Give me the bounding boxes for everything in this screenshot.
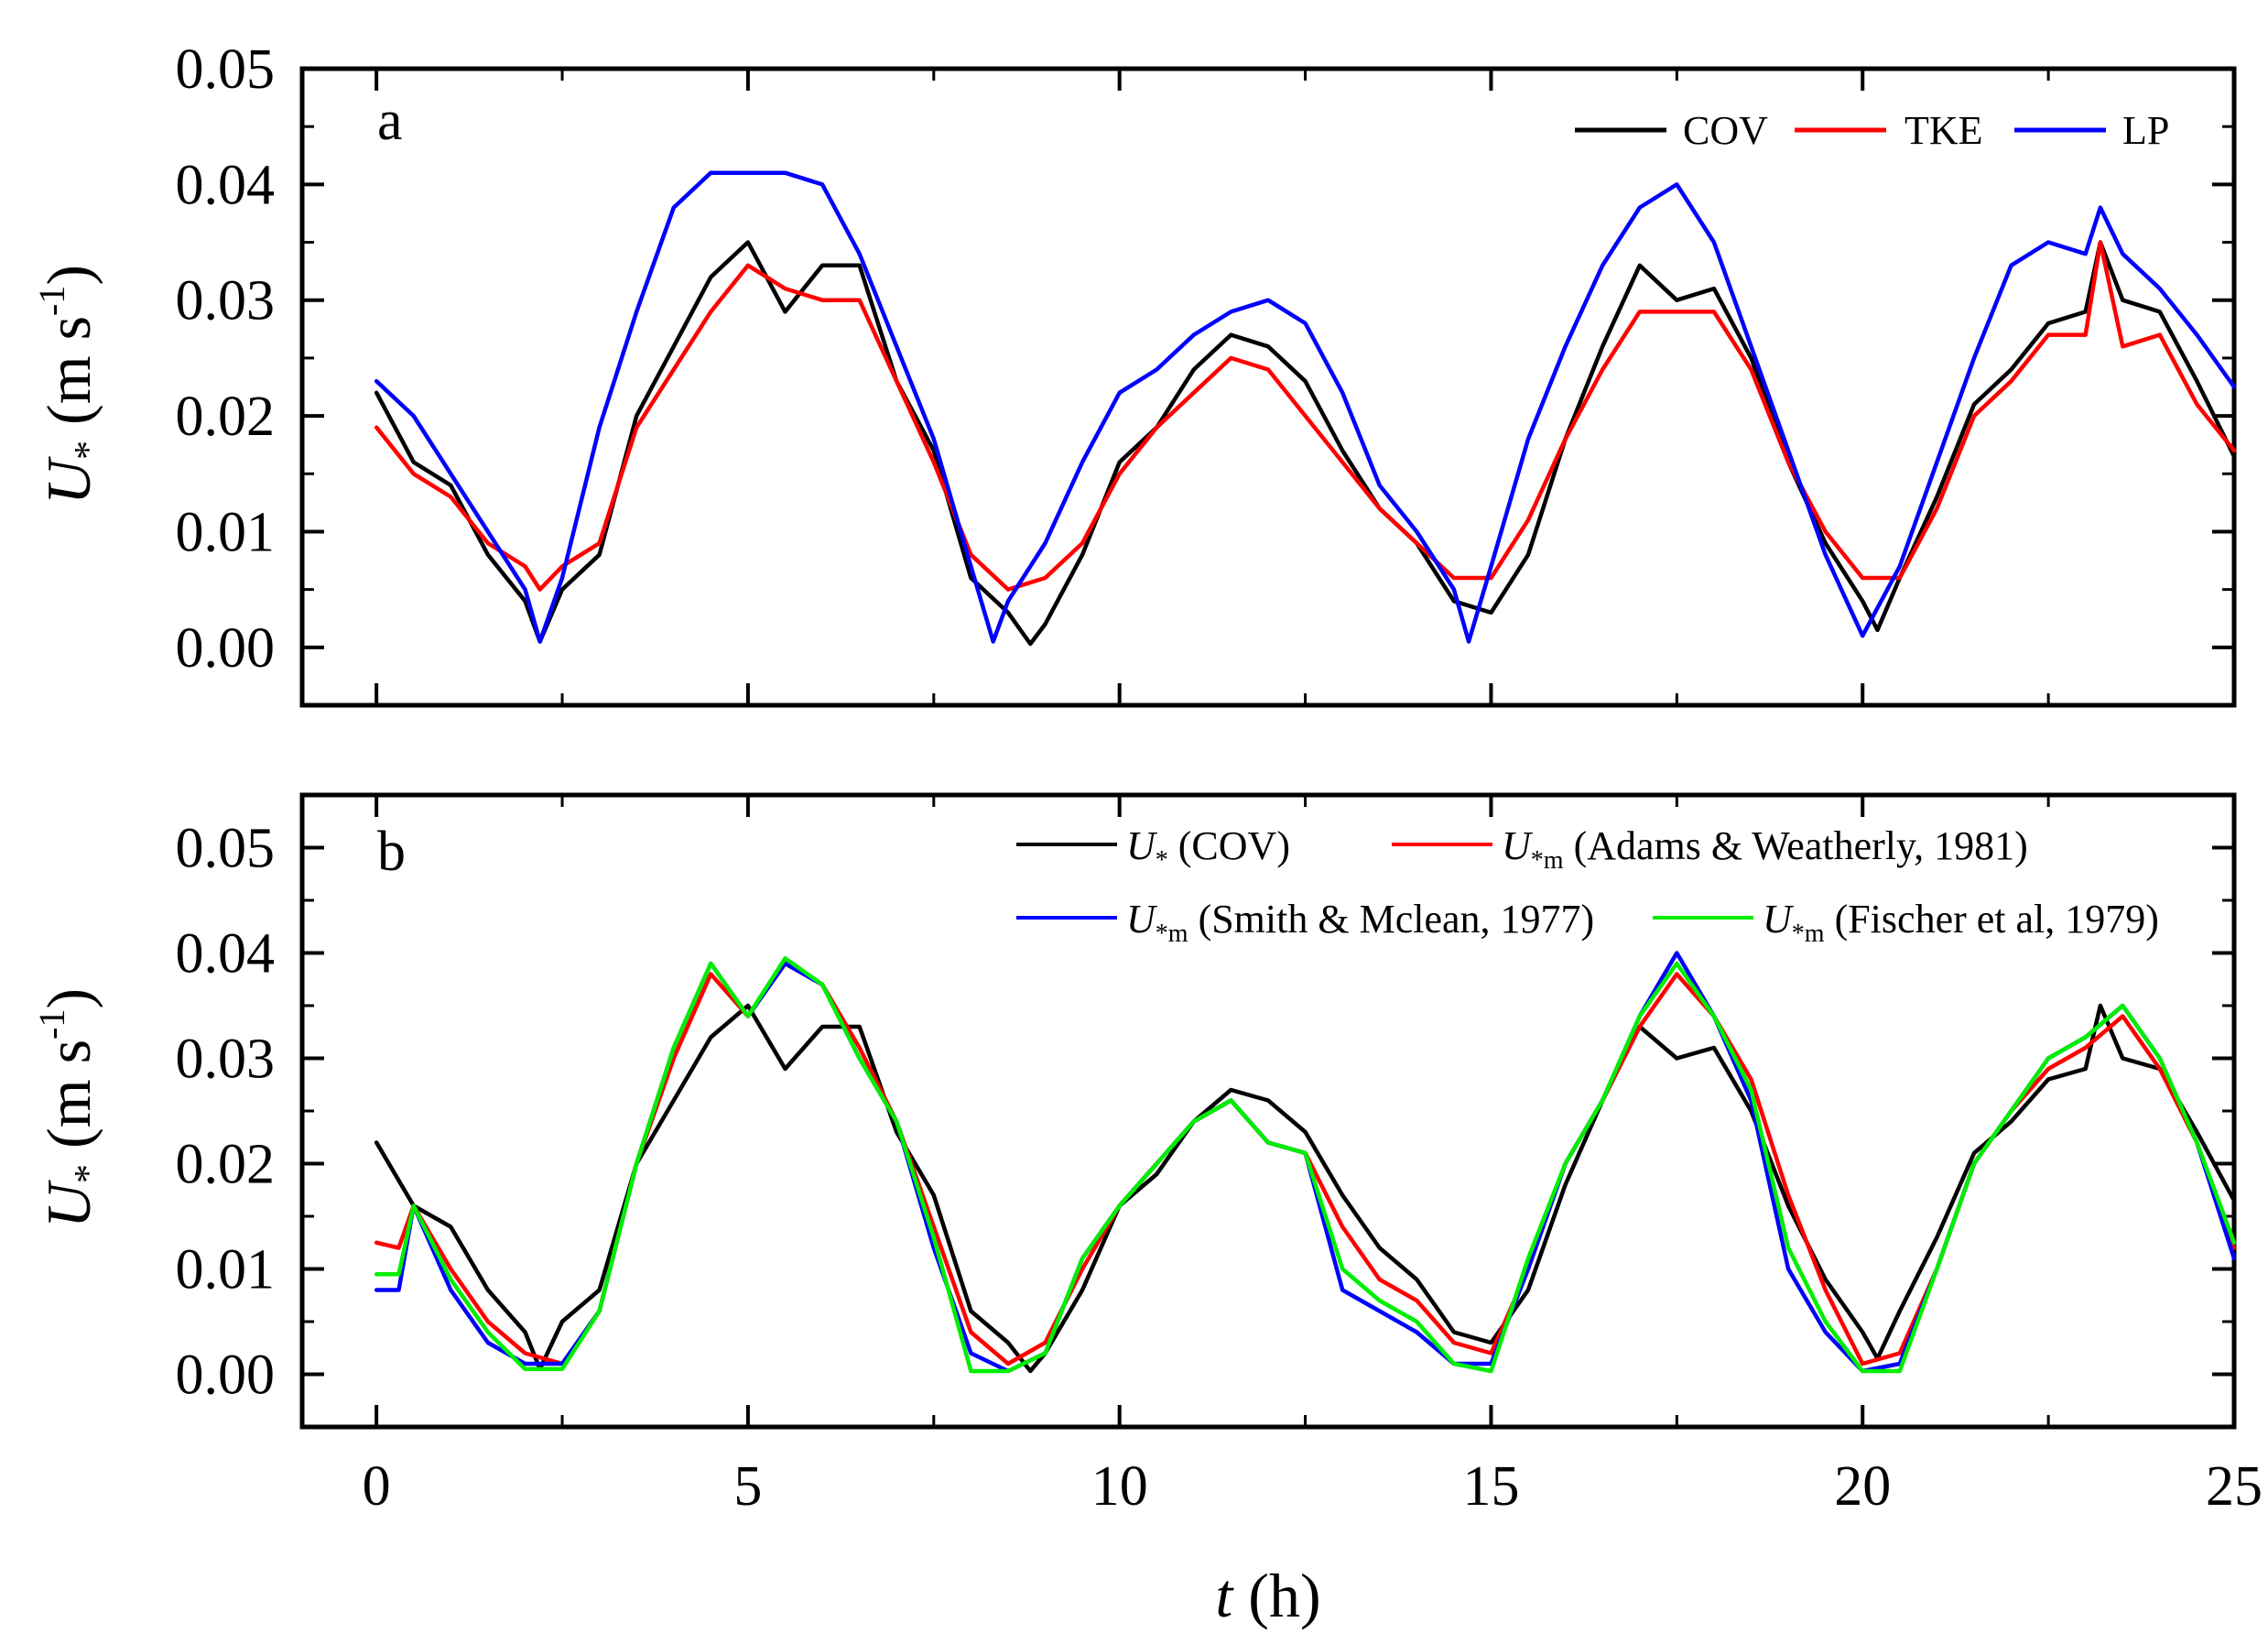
legend-b-adams-label: U*m (Adams & Weatherly, 1981) xyxy=(1502,823,2028,875)
x-axis-title: t (h) xyxy=(1215,1561,1320,1630)
series-line-b-2 xyxy=(374,951,2237,1374)
legend-a-tke-label: TKE xyxy=(1904,108,1983,153)
legend-a-lp-label: LP xyxy=(2122,108,2169,153)
x-tick-label-b-1: 5 xyxy=(733,1455,762,1518)
panel-b-legend: U* (COV) U*m (Adams & Weatherly, 1981) U… xyxy=(1016,823,2159,948)
y-tick-label-b-2: 0.02 xyxy=(176,1134,276,1196)
legend-b-cov-label: U* (COV) xyxy=(1126,823,1290,875)
x-tick-label-b-2: 10 xyxy=(1091,1455,1148,1518)
legend-b-smith-label: U*m (Smith & Mclean, 1977) xyxy=(1126,897,1594,948)
series-line-b-0 xyxy=(374,1003,2237,1374)
y-tick-label-b-0: 0.00 xyxy=(176,1345,276,1407)
panel-a-series xyxy=(374,170,2237,647)
panel-b-axes: 0.00 0.01 0.02 0.03 0.04 0.05 0 5 10 15 20 25 xyxy=(176,795,2263,1518)
y-axis-title-a: U* (m s-1) xyxy=(31,265,110,505)
panel-a-legend: COV TKE LP xyxy=(1575,108,2169,153)
x-tick-label-b-0: 0 xyxy=(363,1455,391,1518)
legend-b-fischer-label: U*m (Fischer et al, 1979) xyxy=(1763,897,2159,948)
legend-a-cov-label: COV xyxy=(1683,108,1768,153)
y-tick-label-a-1: 0.01 xyxy=(176,501,276,563)
panel-b-frame xyxy=(299,792,2237,1430)
panel-a-axes: 0.00 0.01 0.02 0.03 0.04 0.05 xyxy=(176,38,2236,705)
y-tick-label-b-4: 0.04 xyxy=(176,923,276,985)
y-tick-label-b-3: 0.03 xyxy=(176,1029,276,1091)
y-tick-label-a-0: 0.00 xyxy=(176,617,276,680)
x-tick-label-b-4: 20 xyxy=(1834,1455,1891,1518)
y-tick-label-b-5: 0.05 xyxy=(176,818,276,880)
series-line-a-0 xyxy=(374,240,2237,647)
panel-b: 0.00 0.01 0.02 0.03 0.04 0.05 0 5 10 15 20 25 b U* … xyxy=(176,792,2263,1518)
series-line-b-3 xyxy=(374,956,2237,1374)
series-line-a-2 xyxy=(374,170,2237,644)
panel-b-series xyxy=(374,951,2237,1374)
y-tick-label-a-2: 0.02 xyxy=(176,386,276,448)
y-tick-label-b-1: 0.01 xyxy=(176,1239,276,1301)
y-axis-title-b: U* (m s-1) xyxy=(31,988,110,1228)
panel-a-label: a xyxy=(377,90,403,152)
panel-a: 0.00 0.01 0.02 0.03 0.04 0.05 a COV TKE LP xyxy=(176,38,2237,708)
series-line-b-1 xyxy=(374,961,2237,1366)
y-tick-label-a-5: 0.05 xyxy=(176,38,276,101)
y-tick-label-a-4: 0.04 xyxy=(176,154,276,216)
x-tick-label-b-5: 25 xyxy=(2206,1455,2263,1518)
y-tick-label-a-3: 0.03 xyxy=(176,270,276,332)
panel-b-label: b xyxy=(377,821,406,883)
x-tick-label-b-3: 15 xyxy=(1462,1455,1519,1518)
series-line-a-1 xyxy=(374,240,2237,592)
panel-a-frame xyxy=(299,66,2237,708)
